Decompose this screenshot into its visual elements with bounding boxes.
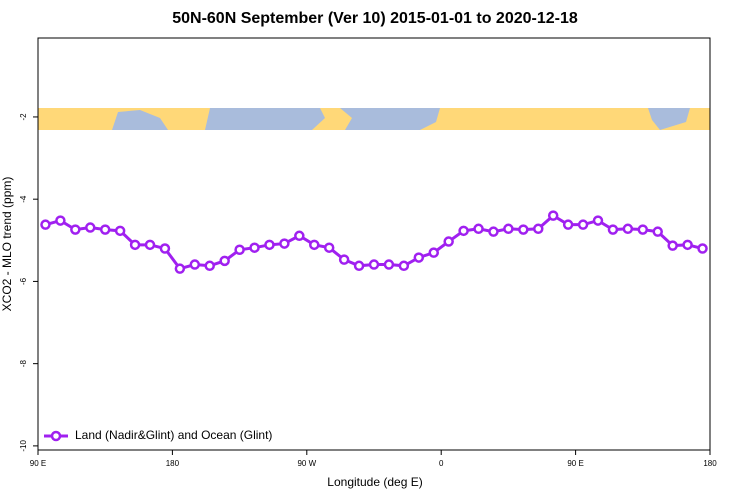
point	[488, 226, 499, 237]
point	[99, 224, 111, 235]
point	[114, 225, 126, 237]
point	[398, 260, 410, 272]
point	[682, 239, 693, 251]
y-tick-label: -8	[19, 360, 28, 368]
legend-marker	[50, 430, 62, 442]
point	[458, 225, 469, 237]
point	[413, 252, 425, 263]
point	[652, 226, 663, 237]
point	[129, 239, 141, 251]
map-strip	[38, 108, 710, 130]
point	[503, 223, 514, 235]
point	[323, 242, 335, 253]
point	[279, 238, 290, 249]
x-tick-label: 0	[439, 459, 444, 468]
point	[637, 224, 649, 235]
point	[85, 222, 96, 233]
chart-title: 50N-60N September (Ver 10) 2015-01-01 to…	[172, 10, 578, 27]
point	[577, 219, 589, 230]
point	[607, 224, 619, 235]
point	[159, 243, 171, 254]
point	[204, 260, 215, 272]
plot-frame	[37, 37, 711, 451]
point	[667, 240, 678, 251]
y-tick-label: -10	[19, 440, 28, 452]
point	[622, 223, 634, 235]
y-tick-label: -6	[19, 277, 28, 285]
point	[428, 247, 439, 258]
point	[443, 236, 454, 247]
point	[55, 215, 66, 226]
x-tick-label: 180	[703, 459, 717, 468]
point	[353, 260, 365, 272]
point	[547, 210, 559, 221]
point	[473, 223, 484, 235]
point	[234, 244, 245, 256]
x-tick-label: 90 E	[30, 459, 46, 468]
point	[338, 254, 350, 265]
point	[294, 230, 305, 242]
y-tick-label: -2	[19, 113, 28, 121]
point	[592, 215, 604, 226]
point	[383, 259, 395, 270]
point	[189, 259, 201, 270]
y-tick-label: -4	[19, 195, 28, 203]
x-tick-label: 90 E	[567, 459, 583, 468]
point	[249, 242, 260, 253]
point	[144, 239, 156, 251]
point	[40, 219, 51, 230]
point	[174, 263, 186, 274]
point	[562, 219, 574, 230]
y-axis-label: XCO2 - MLO trend (ppm)	[0, 177, 14, 312]
point	[309, 239, 320, 251]
point	[518, 224, 529, 235]
legend-label: Land (Nadir&Glint) and Ocean (Glint)	[75, 428, 272, 442]
point	[264, 239, 275, 251]
x-tick-label: 180	[166, 459, 180, 468]
point	[70, 224, 81, 235]
point	[533, 223, 544, 235]
point	[368, 259, 380, 270]
x-axis-label: Longitude (deg E)	[327, 475, 422, 489]
point	[697, 243, 708, 254]
x-tick-label: 90 W	[297, 459, 316, 468]
point	[219, 255, 230, 267]
